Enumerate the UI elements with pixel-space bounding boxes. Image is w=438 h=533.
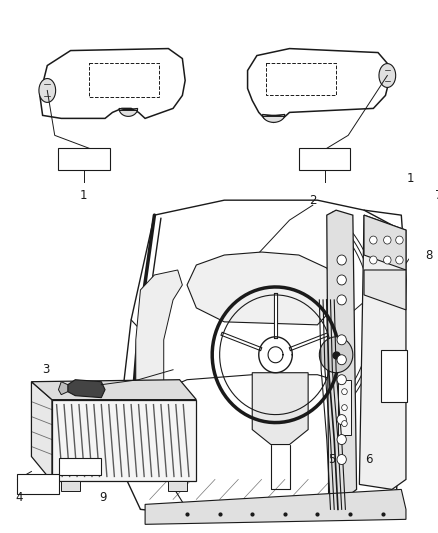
Circle shape <box>370 256 377 264</box>
Circle shape <box>337 375 346 385</box>
Polygon shape <box>136 419 196 459</box>
Polygon shape <box>32 379 196 400</box>
Bar <box>266 62 336 95</box>
Text: 7: 7 <box>435 189 438 201</box>
Circle shape <box>337 455 346 464</box>
Bar <box>89 62 159 98</box>
Bar <box>18 474 60 495</box>
Circle shape <box>337 415 346 425</box>
Circle shape <box>396 256 403 264</box>
Text: 9: 9 <box>99 491 107 504</box>
Polygon shape <box>252 373 308 445</box>
Bar <box>168 481 187 491</box>
Bar <box>61 481 80 491</box>
Bar <box>58 148 110 170</box>
Text: 2: 2 <box>309 193 317 207</box>
Text: 6: 6 <box>365 453 372 466</box>
Polygon shape <box>40 49 185 118</box>
Circle shape <box>370 236 377 244</box>
Circle shape <box>337 355 346 365</box>
Circle shape <box>337 275 346 285</box>
Circle shape <box>384 236 391 244</box>
Circle shape <box>337 295 346 305</box>
Polygon shape <box>262 115 285 123</box>
Circle shape <box>396 236 403 244</box>
Circle shape <box>337 255 346 265</box>
Polygon shape <box>52 400 196 481</box>
Bar <box>381 350 407 402</box>
Polygon shape <box>32 382 52 481</box>
Circle shape <box>342 389 347 394</box>
Polygon shape <box>58 382 68 394</box>
Polygon shape <box>364 215 406 270</box>
Bar <box>60 457 101 475</box>
Polygon shape <box>39 78 56 102</box>
Circle shape <box>342 405 347 410</box>
Polygon shape <box>68 379 105 398</box>
Bar <box>338 379 351 434</box>
Circle shape <box>384 256 391 264</box>
Text: 1: 1 <box>80 189 87 201</box>
Circle shape <box>337 434 346 445</box>
Polygon shape <box>136 270 182 419</box>
Polygon shape <box>364 270 406 310</box>
Text: 5: 5 <box>328 453 335 466</box>
Polygon shape <box>379 63 396 87</box>
Polygon shape <box>119 108 138 116</box>
Polygon shape <box>187 252 336 325</box>
Text: 8: 8 <box>426 248 433 262</box>
Polygon shape <box>359 215 406 489</box>
Polygon shape <box>247 49 389 123</box>
Bar <box>299 148 350 170</box>
Circle shape <box>342 421 347 426</box>
Text: 3: 3 <box>42 363 49 376</box>
Polygon shape <box>319 337 353 373</box>
Polygon shape <box>327 210 357 499</box>
Text: 4: 4 <box>16 491 23 504</box>
Circle shape <box>337 335 346 345</box>
Polygon shape <box>145 489 406 524</box>
Text: 1: 1 <box>407 172 414 185</box>
